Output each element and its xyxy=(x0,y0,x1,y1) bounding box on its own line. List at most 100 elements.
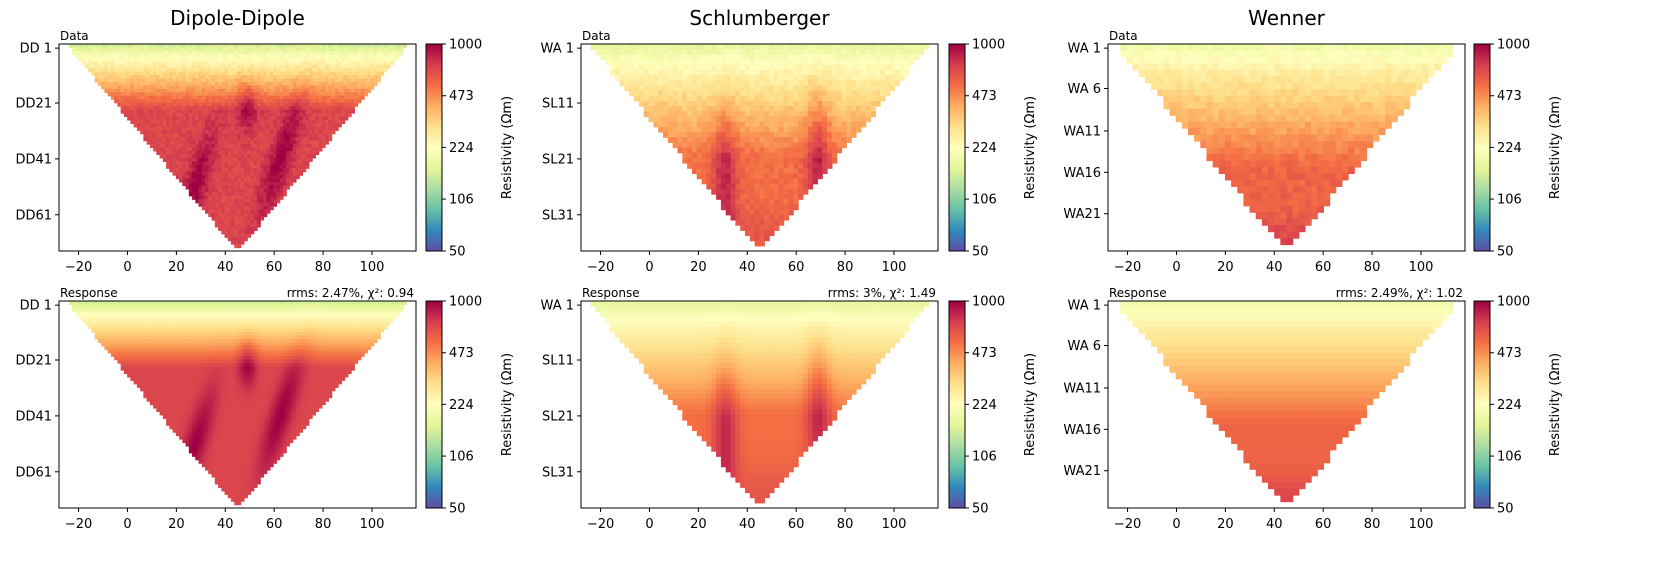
heatmap-cell xyxy=(224,301,229,306)
heatmap-cell xyxy=(269,50,274,55)
heatmap-cell xyxy=(341,92,346,97)
heatmap-cell xyxy=(295,301,300,306)
heatmap-cell xyxy=(286,366,291,371)
heatmap-cell xyxy=(292,119,297,124)
heatmap-cell xyxy=(97,68,102,73)
heatmap-cell xyxy=(179,328,183,333)
heatmap-cell xyxy=(328,106,333,111)
heatmap-cell xyxy=(208,321,213,326)
heatmap-cell xyxy=(305,321,310,326)
heatmap-cell xyxy=(250,301,255,306)
heatmap-cell xyxy=(315,92,320,97)
heatmap-cell xyxy=(234,202,239,207)
heatmap-cell xyxy=(253,64,258,69)
heatmap-cell xyxy=(84,318,89,323)
heatmap-cell xyxy=(237,154,242,159)
heatmap-cell xyxy=(188,356,193,361)
heatmap-cell xyxy=(256,311,261,316)
heatmap-cell xyxy=(380,54,385,59)
heatmap-cell xyxy=(354,328,359,333)
heatmap-cell xyxy=(243,113,248,118)
heatmap-cell xyxy=(201,185,206,190)
heatmap-cell xyxy=(286,342,291,347)
heatmap-cell xyxy=(188,126,193,131)
heatmap-cell xyxy=(318,137,323,142)
heatmap-cell xyxy=(243,352,248,357)
heatmap-cell xyxy=(159,109,164,114)
heatmap-cell xyxy=(318,307,323,312)
heatmap-cell xyxy=(243,345,248,350)
heatmap-cell xyxy=(162,157,167,162)
heatmap-cell xyxy=(231,123,235,128)
heatmap-cell xyxy=(162,68,167,73)
heatmap-cell xyxy=(140,301,144,306)
heatmap-cell xyxy=(201,349,206,354)
heatmap-cell xyxy=(269,57,274,62)
heatmap-cell xyxy=(127,321,131,326)
heatmap-cell xyxy=(221,202,226,207)
heatmap-cell xyxy=(276,199,281,204)
heatmap-cell xyxy=(334,304,339,309)
heatmap-cell xyxy=(130,366,135,371)
heatmap-cell xyxy=(269,154,274,159)
heatmap-cell xyxy=(127,99,131,104)
heatmap-cell xyxy=(205,182,209,187)
heatmap-cell xyxy=(292,116,297,121)
heatmap-cell xyxy=(149,133,154,138)
heatmap-cell xyxy=(117,47,122,52)
heatmap-cell xyxy=(94,307,99,312)
heatmap-cell xyxy=(88,64,93,69)
heatmap-cell xyxy=(289,182,294,187)
heatmap-cell xyxy=(172,370,177,375)
heatmap-cell xyxy=(393,314,398,319)
heatmap-cell xyxy=(305,345,310,350)
heatmap-cell xyxy=(302,106,307,111)
heatmap-cell xyxy=(279,150,284,155)
heatmap-cell xyxy=(263,304,268,309)
heatmap-cell xyxy=(354,342,359,347)
heatmap-cell xyxy=(315,88,320,93)
heatmap-cell xyxy=(331,61,336,66)
heatmap-cell xyxy=(169,99,174,104)
heatmap-cell xyxy=(289,61,294,66)
heatmap-cell xyxy=(367,304,372,309)
heatmap-cell xyxy=(256,301,261,306)
heatmap-cell xyxy=(143,116,148,121)
heatmap-cell xyxy=(282,106,287,111)
heatmap-cell xyxy=(308,68,313,73)
heatmap-cell xyxy=(172,307,177,312)
heatmap-cell xyxy=(120,75,125,80)
heatmap-cell xyxy=(237,95,242,100)
heatmap-cell xyxy=(243,171,248,176)
heatmap-cell xyxy=(208,71,213,76)
heatmap-cell xyxy=(120,85,125,90)
heatmap-cell xyxy=(282,342,287,347)
heatmap-cell xyxy=(224,230,229,235)
heatmap-cell xyxy=(364,345,368,350)
heatmap-cell xyxy=(328,314,333,319)
heatmap-cell xyxy=(237,233,242,238)
heatmap-cell xyxy=(256,95,261,100)
heatmap-cell xyxy=(338,85,342,90)
heatmap-cell xyxy=(380,64,385,69)
heatmap-cell xyxy=(328,88,333,93)
heatmap-cell xyxy=(273,171,278,176)
heatmap-cell xyxy=(305,338,310,343)
heatmap-cell xyxy=(263,154,268,159)
heatmap-cell xyxy=(351,325,355,330)
heatmap-cell xyxy=(302,307,307,312)
heatmap-cell xyxy=(211,88,216,93)
heatmap-cell xyxy=(315,99,320,104)
heatmap-cell xyxy=(224,106,229,111)
heatmap-cell xyxy=(104,61,109,66)
heatmap-cell xyxy=(146,356,151,361)
heatmap-cell xyxy=(231,140,235,145)
heatmap-cell xyxy=(276,137,281,142)
heatmap-cell xyxy=(192,192,196,197)
heatmap-cell xyxy=(344,116,349,121)
heatmap-cell xyxy=(315,307,320,312)
heatmap-cell xyxy=(263,182,268,187)
heatmap-cell xyxy=(227,338,232,343)
heatmap-cell xyxy=(364,332,368,337)
heatmap-cell xyxy=(328,75,333,80)
